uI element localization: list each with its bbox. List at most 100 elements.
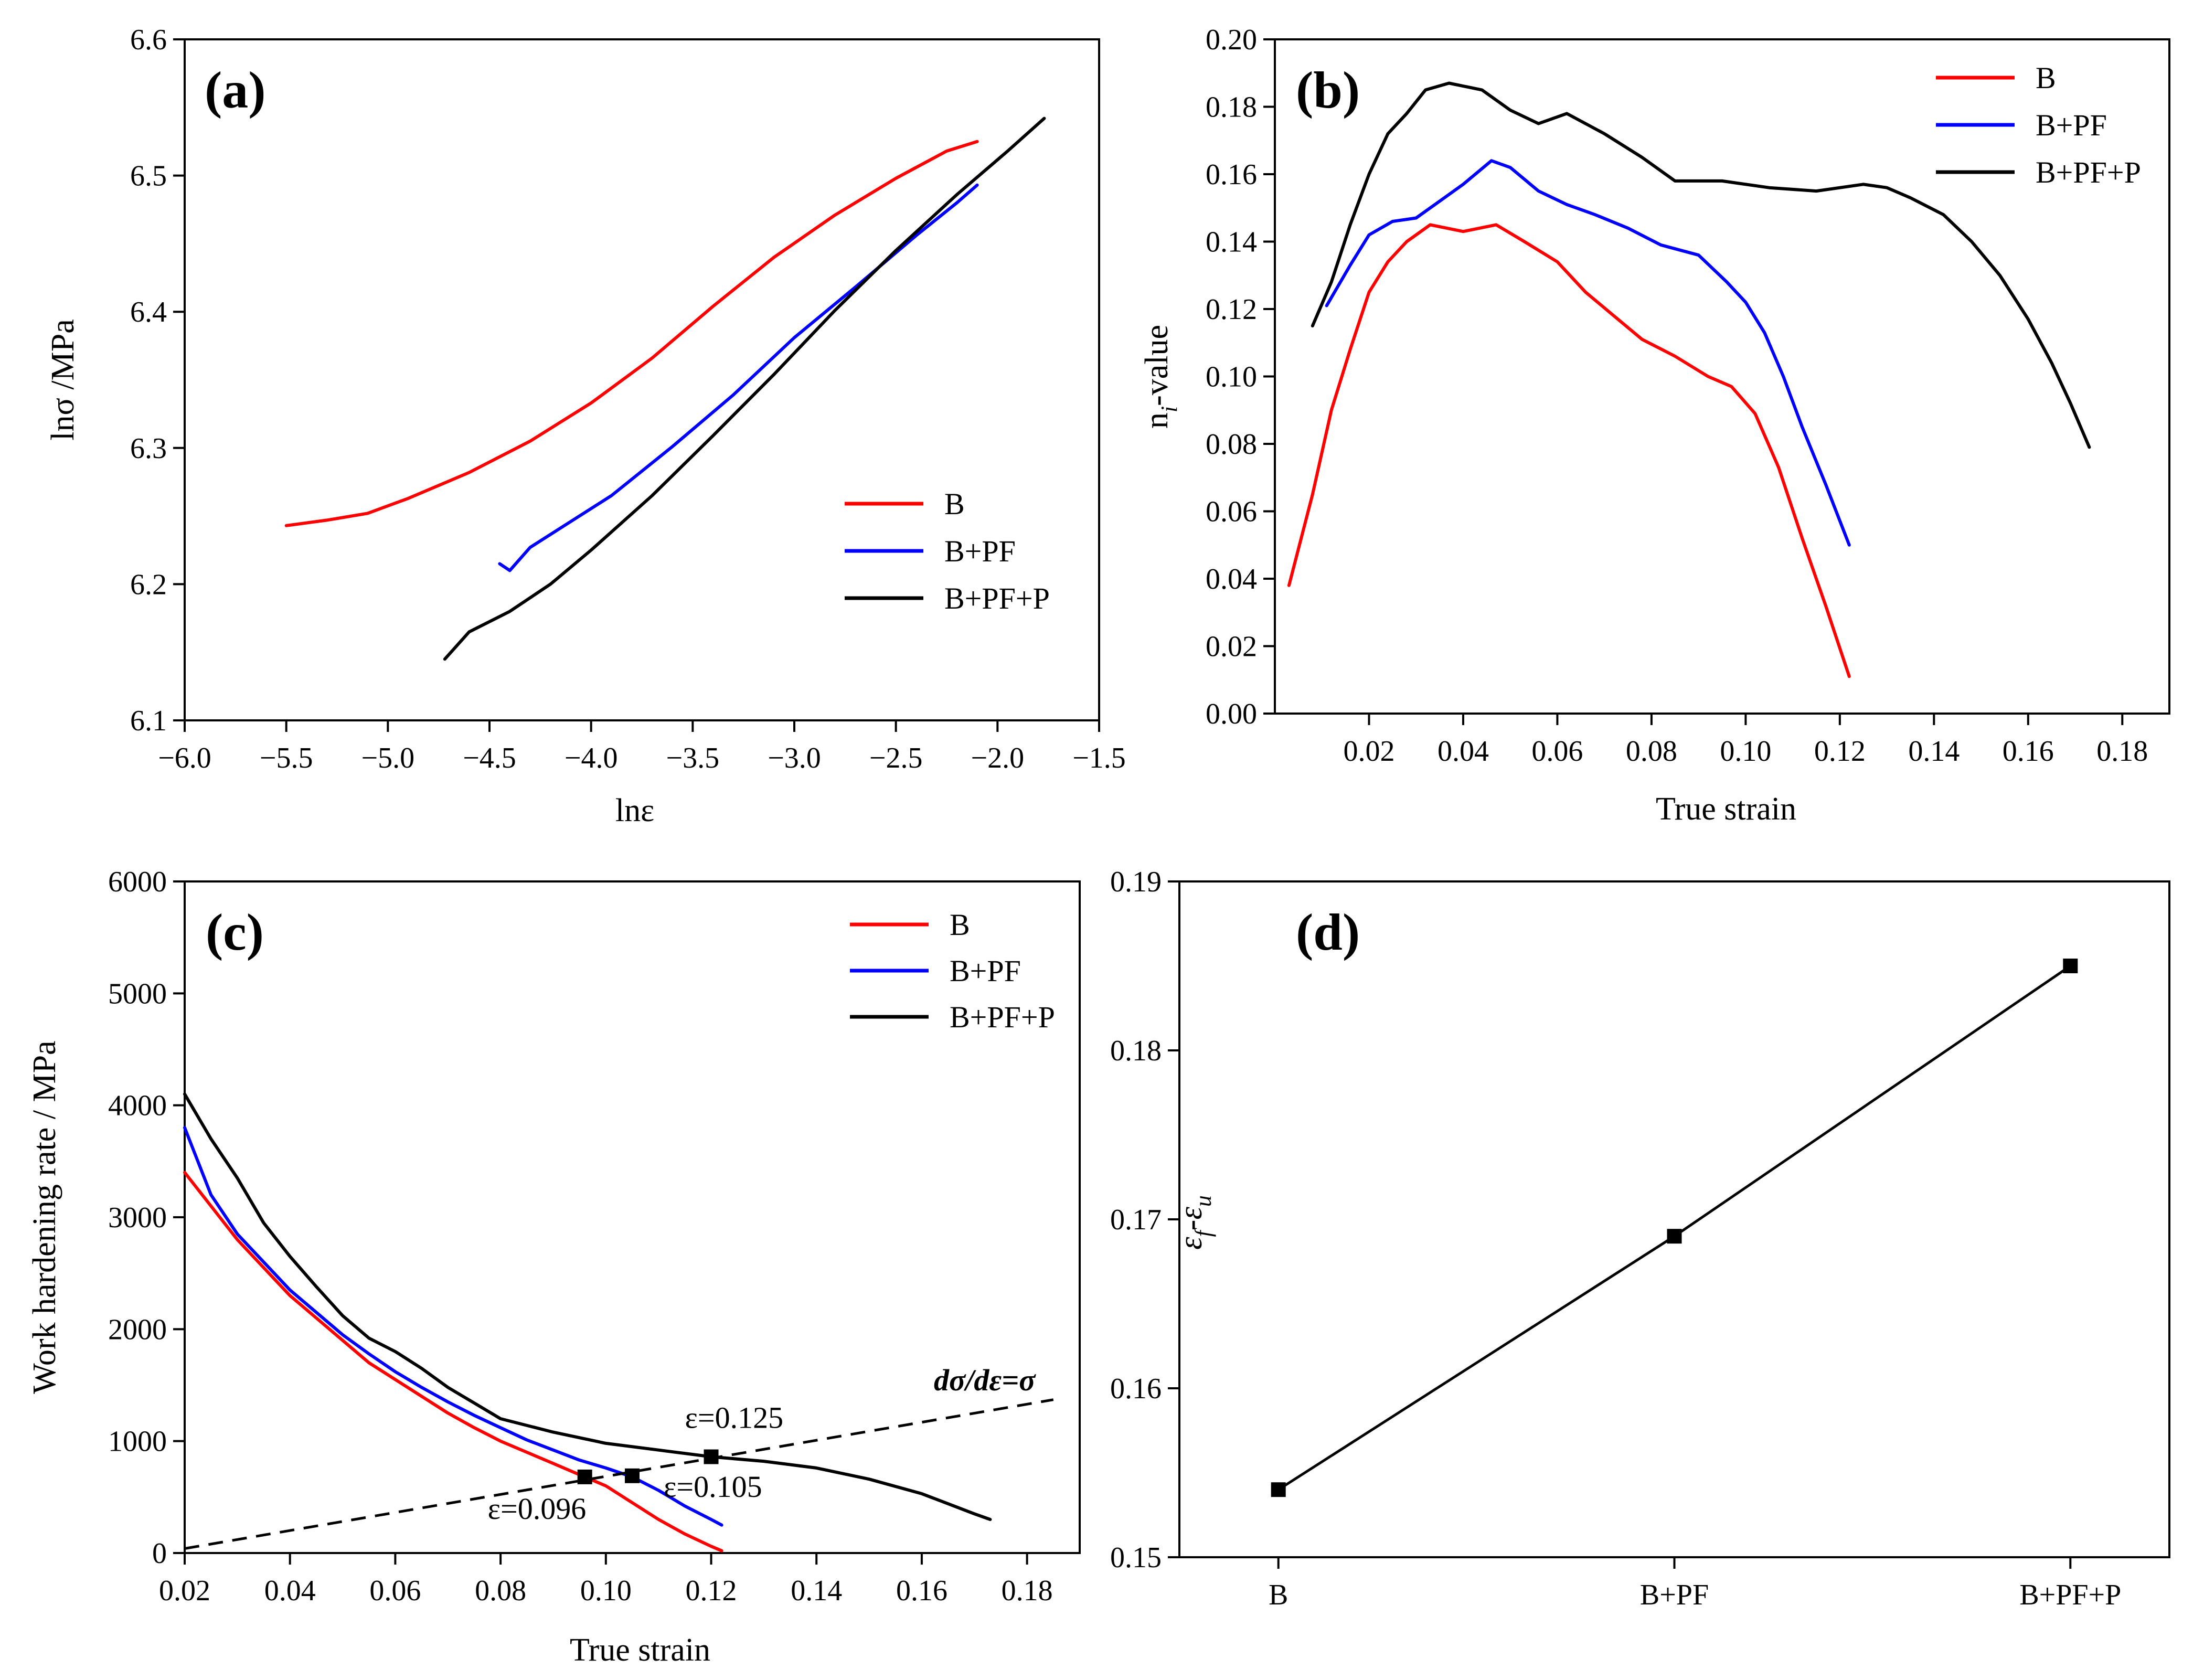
- x-axis-label: lnε: [615, 793, 654, 828]
- y-tick-label: 0.10: [1206, 361, 1257, 394]
- y-tick-label: 6.6: [130, 24, 167, 56]
- plot-frame: [1178, 880, 2170, 1558]
- panel-letter: (b): [1296, 61, 1360, 119]
- y-label-tail: -value: [1139, 325, 1175, 406]
- intersection-marker: [625, 1468, 640, 1483]
- y-tick-label: 3000: [108, 1201, 167, 1234]
- x-axis-label: True strain: [570, 1632, 710, 1668]
- y-tick-label: 0: [152, 1537, 167, 1570]
- panel-letter: (c): [206, 903, 264, 961]
- intersection-marker: [704, 1449, 719, 1464]
- x-tick-label: −3.0: [768, 742, 821, 774]
- x-tick-label: −4.0: [565, 742, 618, 774]
- x-tick-label: −4.5: [463, 742, 516, 774]
- x-tick-label: 0.12: [1814, 735, 1866, 768]
- intersection-label: ε=0.105: [664, 1470, 762, 1504]
- y-label-main: n: [1139, 412, 1175, 429]
- y-tick-label: 0.06: [1206, 496, 1257, 528]
- y-tick-label: 4000: [108, 1090, 167, 1122]
- legend-label: B+PF+P: [944, 581, 1050, 615]
- y-tick-label: 0.08: [1206, 428, 1257, 461]
- legend-label: B: [944, 487, 965, 521]
- x-tick-label: 0.10: [1720, 735, 1771, 768]
- y-axis-label: lnσ /MPa: [45, 319, 81, 441]
- x-tick-label: 0.18: [2096, 735, 2148, 768]
- x-tick-label: 0.06: [1531, 735, 1583, 768]
- equation-label: dσ/dε=σ: [934, 1363, 1036, 1397]
- y-tick-label: 0.16: [1206, 158, 1257, 191]
- guide-line-dashed: [184, 1398, 1054, 1550]
- data-point: [2063, 959, 2078, 973]
- y-label-mid: -ε: [1173, 1207, 1209, 1231]
- x-tick-label: −6.0: [158, 742, 211, 774]
- x-tick-label: −5.5: [260, 742, 313, 774]
- intersection-label: ε=0.125: [685, 1401, 784, 1435]
- y-tick-label: 6.3: [130, 432, 167, 465]
- series-line-b: [1287, 223, 1851, 678]
- x-tick-label: B: [1269, 1579, 1288, 1611]
- plot-frame: [184, 880, 1081, 1554]
- x-tick-label: 0.12: [686, 1575, 737, 1607]
- x-tick-label: 0.06: [369, 1575, 421, 1607]
- y-axis-label: Work hardening rate / MPa: [27, 1040, 62, 1394]
- y-tick-label: 2000: [108, 1313, 167, 1346]
- x-tick-label: −3.5: [666, 742, 720, 774]
- y-tick-label: 6.5: [130, 160, 167, 193]
- y-tick-label: 6.4: [130, 296, 167, 328]
- y-tick-label: 0.19: [1110, 866, 1162, 898]
- x-tick-label: 0.14: [791, 1575, 842, 1607]
- y-axis-label: εf-εu: [1173, 1195, 1216, 1250]
- legend-label: B+PF+P: [2036, 155, 2141, 189]
- x-tick-label: B+PF+P: [2019, 1579, 2121, 1611]
- y-tick-label: 0.02: [1206, 631, 1257, 663]
- y-tick-label: 0.16: [1110, 1373, 1162, 1405]
- y-label-subscript: i: [1156, 406, 1182, 412]
- series-line-b-pf: [183, 1126, 723, 1527]
- x-tick-label: 0.02: [1343, 735, 1394, 768]
- legend-label: B+PF: [2036, 108, 2107, 142]
- x-tick-label: B+PF: [1640, 1579, 1709, 1611]
- panel-letter: (d): [1296, 903, 1360, 961]
- plot-frame: [184, 38, 1100, 721]
- x-tick-label: 0.18: [1002, 1575, 1053, 1607]
- y-tick-label: 0.04: [1206, 563, 1257, 596]
- y-label-subscript: u: [1190, 1195, 1216, 1207]
- y-tick-label: 5000: [108, 977, 167, 1010]
- panel-letter: (a): [205, 61, 266, 119]
- x-tick-label: −2.0: [971, 742, 1025, 774]
- x-tick-label: 0.08: [1626, 735, 1677, 768]
- y-tick-label: 0.20: [1206, 24, 1257, 56]
- x-tick-label: 0.02: [159, 1575, 210, 1607]
- series-line: [1277, 964, 2071, 1491]
- legend-label: B+PF+P: [950, 1000, 1055, 1034]
- intersection-label: ε=0.096: [488, 1492, 587, 1526]
- series-line-b-pf: [498, 183, 979, 572]
- legend-label: B+PF: [950, 954, 1021, 988]
- series-line-b-pf-p: [443, 116, 1046, 661]
- series-line-b-pf: [1325, 159, 1851, 547]
- x-tick-label: 0.16: [896, 1575, 947, 1607]
- y-tick-label: 6000: [108, 866, 167, 898]
- y-tick-label: 0.18: [1206, 91, 1257, 124]
- y-label-epsilon: ε: [1173, 1237, 1209, 1250]
- y-tick-label: 0.12: [1206, 293, 1257, 326]
- legend-label: B+PF: [944, 534, 1016, 568]
- x-tick-label: −2.5: [869, 742, 923, 774]
- panel-b: 0.02 0.04 0.06 0.08 0.10 0.12 0.14 0.16 0.18 0.00…: [1139, 24, 2170, 827]
- intersection-marker: [577, 1469, 592, 1484]
- x-tick-label: 0.08: [475, 1575, 526, 1607]
- series-line-b-pf-p: [1311, 81, 2091, 449]
- y-tick-label: 1000: [108, 1426, 167, 1458]
- x-tick-label: 0.16: [2003, 735, 2054, 768]
- panel-a: −6.0 −5.5 −5.0 −4.5 −4.0 −3.5 −3.0 −2.5 −2.0 −1.5…: [45, 24, 1126, 828]
- x-tick-label: 0.10: [580, 1575, 632, 1607]
- y-tick-label: 6.2: [130, 568, 167, 601]
- legend-label: B: [950, 908, 970, 942]
- y-tick-label: 0.00: [1206, 698, 1257, 730]
- x-tick-label: −5.0: [361, 742, 415, 774]
- x-axis-label: True strain: [1656, 791, 1796, 827]
- x-tick-label: −1.5: [1072, 742, 1126, 774]
- legend-label: B: [2036, 61, 2056, 95]
